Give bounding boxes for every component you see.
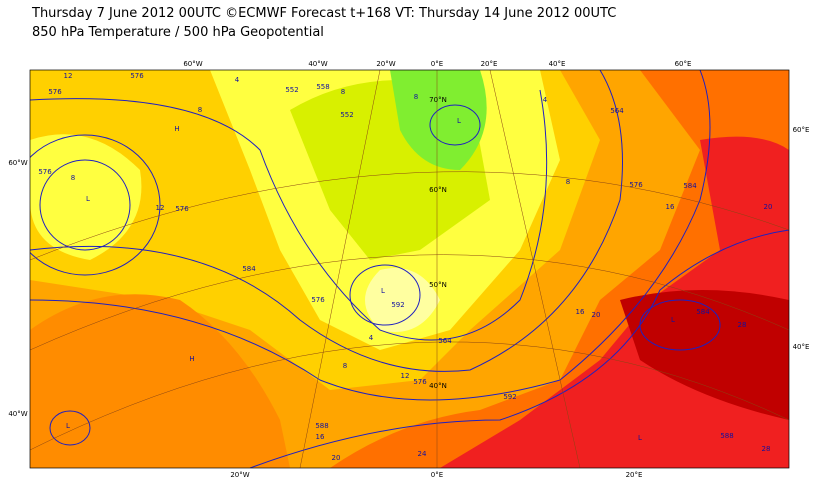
contour-labels: 16 [576,308,585,316]
contour-labels: 558 [316,83,329,91]
contour-labels: 552 [285,86,298,94]
contour-labels: 12 [401,372,410,380]
contour-labels: 8 [566,178,570,186]
contour-labels: 584 [242,265,256,273]
lon-labels-top: 60°E [675,60,692,68]
contour-labels: 20 [592,311,601,319]
contour-labels: 4 [543,96,548,104]
contour-labels: 20 [764,203,773,211]
contour-labels: 12 [64,72,73,80]
contour-labels: 576 [311,296,325,304]
contour-labels: 564 [438,337,452,345]
contour-labels: 592 [503,393,516,401]
pressure-labels: H [189,355,194,363]
contour-labels: 28 [762,445,771,453]
contour-labels: 552 [340,111,353,119]
contour-labels: 8 [343,362,347,370]
lat-labels-left: 60°W [8,159,27,167]
lon-labels-top: 40°E [549,60,566,68]
contour-labels: 4 [369,334,374,342]
pressure-labels: H [174,125,179,133]
pressure-labels: L [671,316,675,324]
contour-labels: 4 [235,76,240,84]
contour-labels: 576 [175,205,189,213]
pressure-labels: L [86,195,90,203]
lat-labels-inner: 70°N [429,96,447,104]
contour-labels: 576 [130,72,144,80]
lon-labels-top: 20°W [376,60,395,68]
pressure-labels: L [381,287,385,295]
contour-labels: 16 [666,203,675,211]
lon-labels-top: 60°W [183,60,202,68]
contour-labels: 564 [610,107,624,115]
lat-labels-left: 40°W [8,410,27,418]
contour-labels: 576 [413,378,427,386]
contour-labels: 8 [414,93,418,101]
contour-labels: 576 [629,181,643,189]
lon-labels-top: 20°E [481,60,498,68]
contour-labels: 592 [391,301,404,309]
contour-labels: 576 [48,88,62,96]
lat-labels-right: 40°E [793,343,810,351]
lon-labels-bottom: 20°E [626,471,643,479]
pressure-labels: L [457,117,461,125]
temperature-field [30,70,789,468]
contour-labels: 584 [683,182,697,190]
contour-labels: 584 [696,308,710,316]
lon-labels-top: 0°E [431,60,443,68]
contour-labels: 576 [38,168,52,176]
contour-labels: 588 [720,432,733,440]
contour-labels: 588 [315,422,328,430]
lon-labels-bottom: 0°E [431,471,443,479]
pressure-labels: L [66,422,70,430]
contour-labels: 8 [198,106,202,114]
contour-labels: 8 [71,174,75,182]
lat-labels-right: 60°E [793,126,810,134]
contour-labels: 12 [156,204,165,212]
lat-labels-inner: 40°N [429,382,447,390]
contour-labels: 28 [738,321,747,329]
contour-labels: 16 [316,433,325,441]
contour-labels: 20 [332,454,341,462]
pressure-labels: L [638,434,642,442]
subtitle: 850 hPa Temperature / 500 hPa Geopotenti… [32,25,324,40]
lon-labels-top: 40°W [308,60,327,68]
lat-labels-inner: 50°N [429,281,447,289]
contour-labels: 24 [418,450,427,458]
lat-labels-inner: 60°N [429,186,447,194]
lon-labels-bottom: 20°W [230,471,249,479]
contour-labels: 8 [341,88,345,96]
title: Thursday 7 June 2012 00UTC ©ECMWF Foreca… [32,6,617,21]
